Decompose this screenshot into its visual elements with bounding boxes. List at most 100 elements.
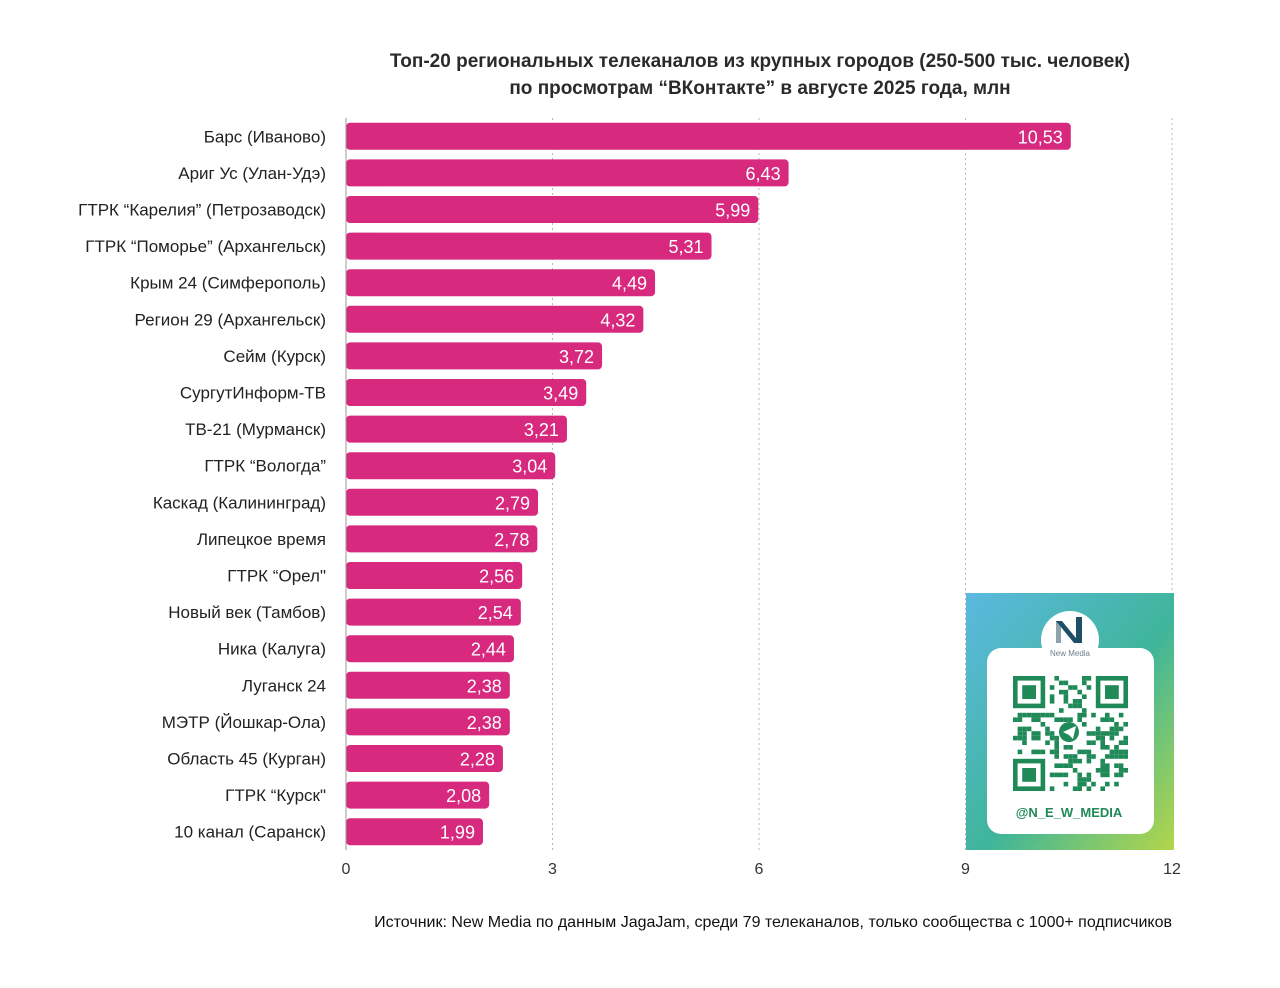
category-label: 10 канал (Саранск): [174, 823, 326, 842]
category-label: СургутИнформ-ТВ: [180, 384, 326, 403]
bar: [346, 745, 503, 772]
qr-module: [1082, 749, 1087, 755]
qr-module: [1026, 726, 1032, 732]
qr-module: [1072, 703, 1078, 709]
qr-module: [1068, 763, 1073, 768]
bar: [346, 122, 1071, 150]
bar: [346, 196, 759, 223]
qr-module: [1100, 735, 1105, 741]
qr-module: [1082, 680, 1087, 686]
value-label: 3,72: [559, 347, 594, 367]
qr-module: [1059, 763, 1064, 768]
qr-module: [1109, 754, 1115, 759]
qr-module: [1100, 740, 1105, 745]
qr-module: [1118, 768, 1124, 773]
qr-module: [1109, 731, 1115, 736]
qr-module: [1114, 745, 1119, 750]
value-label: 2,08: [446, 786, 481, 806]
qr-module: [1077, 703, 1082, 709]
bar: [346, 781, 490, 809]
bar: [346, 232, 712, 260]
qr-module: [1077, 749, 1082, 755]
qr-module: [1022, 740, 1027, 745]
qr-module: [1022, 712, 1027, 718]
bar: [346, 708, 510, 736]
qr-module: [1022, 731, 1027, 736]
qr-module: [1068, 745, 1073, 750]
x-tick-label: 6: [755, 861, 764, 878]
qr-module: [1063, 781, 1069, 787]
qr-module: [1082, 676, 1087, 681]
qr-module: [1100, 745, 1105, 750]
qr-module: [1017, 717, 1023, 722]
qr-module: [1054, 763, 1059, 768]
qr-module: [1049, 786, 1055, 791]
qr-module: [1105, 745, 1110, 750]
bar: [346, 635, 514, 663]
qr-module: [1109, 717, 1115, 722]
qr-module: [1082, 777, 1087, 782]
qr-module: [1063, 754, 1069, 759]
qr-module: [1063, 763, 1069, 768]
bar: [346, 488, 539, 516]
value-labels: 10,53 6,43 5,99 5,31 4,49 4,32 3,72 3,49 3,21 3,0…: [440, 127, 1063, 842]
qr-module: [1017, 726, 1023, 732]
category-label: Область 45 (Курган): [167, 750, 326, 769]
qr-module: [1091, 712, 1096, 718]
qr-module: [1036, 717, 1041, 722]
category-labels: Барс (Иваново) Ариг Ус (Улан-Удэ) ГТРК “Ка…: [78, 127, 326, 841]
qr-module: [1095, 731, 1101, 736]
qr-module: [1045, 731, 1050, 736]
qr-module: [1072, 758, 1078, 764]
qr-module: [1100, 763, 1105, 768]
qr-module: [1114, 754, 1119, 759]
qr-module: [1123, 754, 1128, 759]
qr-module: [1068, 754, 1073, 759]
category-label: ГТРК “Карелия” (Петрозаводск): [78, 201, 326, 220]
qr-module: [1100, 758, 1105, 764]
category-label: ГТРК “Орел": [227, 567, 326, 586]
qr-module: [1077, 689, 1082, 695]
telegram-icon-plane: [1063, 726, 1076, 739]
qr-module: [1114, 722, 1119, 727]
qr-module: [1054, 735, 1059, 741]
qr-module: [1118, 754, 1124, 759]
qr-module: [1118, 712, 1124, 718]
qr-module: [1082, 694, 1087, 699]
value-label: 4,49: [612, 274, 647, 294]
qr-module: [1049, 735, 1055, 741]
qr-module: [1109, 735, 1115, 741]
qr-module: [1049, 712, 1055, 718]
qr-module: [1054, 754, 1059, 759]
value-label: 3,21: [524, 420, 559, 440]
qr-module: [1054, 717, 1059, 722]
qr-module: [1123, 749, 1128, 755]
qr-module: [1031, 735, 1036, 741]
qr-module: [1100, 772, 1105, 778]
value-label: 2,78: [494, 530, 529, 550]
qr-module: [1109, 749, 1115, 755]
qr-module: [1114, 726, 1119, 732]
value-label: 3,04: [512, 457, 547, 477]
qr-code-image[interactable]: [1013, 676, 1128, 791]
qr-module: [1109, 726, 1115, 732]
qr-module: [1114, 772, 1119, 778]
qr-module: [1054, 676, 1059, 681]
chart-title-line-2: по просмотрам “ВКонтакте” в августе 2025…: [509, 78, 1010, 99]
qr-module: [1123, 735, 1128, 741]
new-media-logo-icon: [1056, 617, 1082, 643]
category-label: Липецкое время: [197, 530, 326, 549]
qr-module: [1086, 786, 1092, 791]
qr-module: [1049, 772, 1055, 778]
qr-handle-text[interactable]: @N_E_W_MEDIA: [1016, 805, 1123, 820]
qr-module: [1031, 731, 1036, 736]
qr-module: [1118, 763, 1124, 768]
x-axis-ticks: 0 3 6 9 12: [342, 861, 1181, 878]
bar: [346, 818, 483, 846]
category-label: Луганск 24: [242, 676, 326, 695]
qr-module: [1077, 712, 1082, 718]
qr-module: [1049, 731, 1055, 736]
bar: [346, 415, 567, 443]
qr-module: [1013, 735, 1018, 741]
qr-card[interactable]: New Media @N_E_W_MEDIA: [966, 593, 1174, 850]
